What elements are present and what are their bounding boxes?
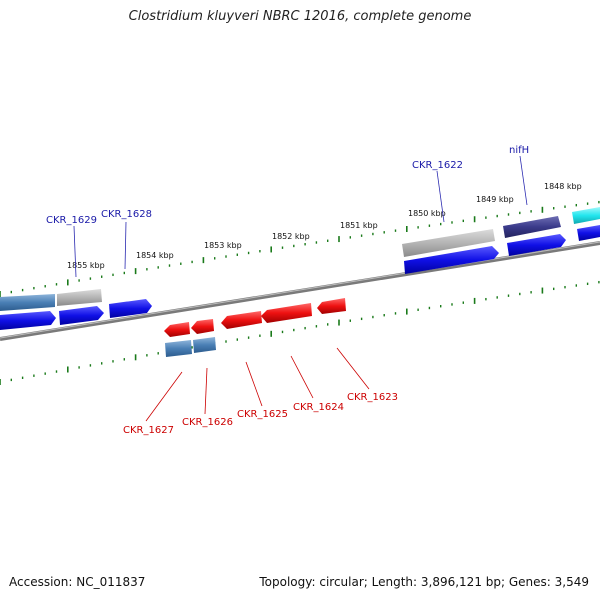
gene-label-ckr-1628[interactable]: CKR_1628 [101,209,152,220]
kbp-label: 1854 kbp [136,251,174,260]
reverse-label-group: CKR_1627 CKR_1626 CKR_1625 CKR_1624 CKR_… [123,347,398,436]
map-title: Clostridium kluyveri NBRC 12016, complet… [128,9,472,24]
kbp-label: 1851 kbp [340,221,378,230]
forward-cds-arrow[interactable] [577,225,600,241]
gene-feature[interactable] [193,337,216,353]
gene-feature[interactable] [165,340,192,357]
gene-label-ckr-1625[interactable]: CKR_1625 [237,409,288,420]
forward-cds-arrow[interactable] [507,234,566,256]
genome-stats-text: Topology: circular; Length: 3,896,121 bp… [259,575,589,589]
forward-label-group: CKR_1629 CKR_1628 CKR_1622 nifH [46,145,529,278]
gene-label-ckr-1622[interactable]: CKR_1622 [412,160,463,171]
gene-feature[interactable] [503,216,561,238]
reverse-cds-arrow[interactable] [221,311,262,329]
gene-label-ckr-1629[interactable]: CKR_1629 [46,215,97,226]
reverse-feature-track [165,337,216,357]
gene-feature[interactable] [57,289,102,306]
forward-cds-arrow[interactable] [0,311,56,330]
kbp-label: 1849 kbp [476,195,514,204]
reverse-cds-arrow[interactable] [191,319,214,334]
kbp-label: 1853 kbp [204,241,242,250]
forward-cds-arrow[interactable] [109,299,152,318]
gene-feature[interactable] [402,229,495,257]
gene-label-ckr-1627[interactable]: CKR_1627 [123,425,174,436]
reverse-cds-arrow[interactable] [164,322,190,337]
outer-tick-row [0,200,600,297]
forward-cds-arrow[interactable] [59,306,104,325]
kbp-label: 1850 kbp [408,209,446,218]
kbp-label: 1852 kbp [272,232,310,241]
kbp-label: 1848 kbp [544,182,582,191]
forward-cds-arrow[interactable] [404,246,499,274]
forward-cds-track [0,225,600,330]
gene-feature[interactable] [572,207,600,224]
reverse-cds-arrow[interactable] [261,303,312,323]
forward-feature-track [0,207,600,311]
reverse-cds-arrow[interactable] [317,298,346,314]
kbp-label: 1855 kbp [67,261,105,270]
gene-label-ckr-1626[interactable]: CKR_1626 [182,417,233,428]
reverse-cds-track [164,298,346,337]
gene-label-ckr-1624[interactable]: CKR_1624 [293,402,344,413]
gene-label-nifh[interactable]: nifH [509,145,529,156]
accession-text: Accession: NC_011837 [9,575,146,589]
gene-feature[interactable] [0,294,55,311]
gene-label-ckr-1623[interactable]: CKR_1623 [347,392,398,403]
